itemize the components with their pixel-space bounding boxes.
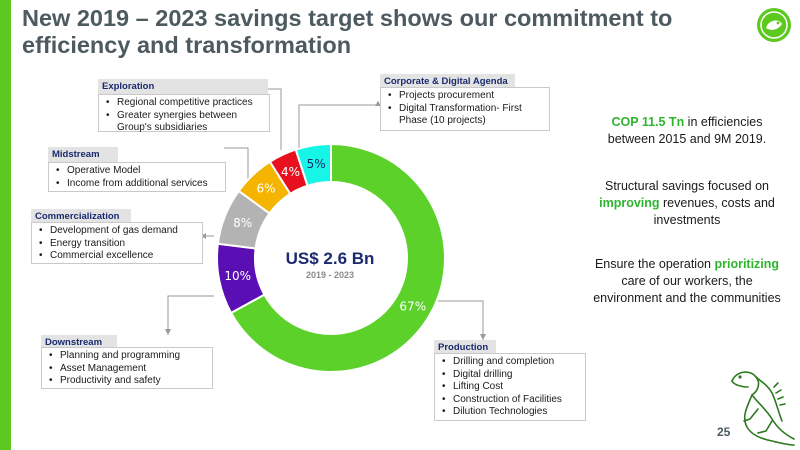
- page-title: New 2019 – 2023 savings target shows our…: [22, 5, 673, 58]
- list-item: Drilling and completion: [442, 356, 579, 369]
- corporate-tag: Corporate & Digital Agenda: [380, 74, 515, 89]
- list-item: Regional competitive practices: [106, 97, 263, 110]
- connector-exploration: [268, 88, 282, 150]
- downstream-tag: Downstream: [41, 335, 117, 350]
- list-item: Asset Management: [49, 363, 206, 376]
- data-label-production: 67%: [399, 299, 426, 313]
- savings-text: Structural savings focused on improving …: [592, 178, 782, 229]
- list-item: Projects procurement: [388, 90, 543, 103]
- list-item: Lifting Cost: [442, 381, 579, 394]
- production-tag: Production: [434, 340, 496, 355]
- list-item: Dilution Technologies: [442, 406, 579, 419]
- data-label-exploration: 4%: [281, 165, 300, 179]
- iguana-logo-icon: [757, 8, 791, 42]
- list-item: Digital drilling: [442, 369, 579, 382]
- data-label-corporate-digital-agenda: 5%: [307, 157, 326, 171]
- efficiency-highlight: COP 11.5 Tn: [611, 115, 685, 129]
- page-number: 25: [717, 425, 731, 439]
- operation-text: Ensure the operation prioritizing care o…: [592, 256, 782, 307]
- list-item: Productivity and safety: [49, 375, 206, 388]
- efficiency-text: COP 11.5 Tn in efficiencies between 2015…: [592, 114, 782, 148]
- downstream-box: Planning and programming Asset Managemen…: [41, 347, 213, 389]
- accent-bar: [0, 0, 11, 450]
- donut-slice-production: [229, 142, 446, 373]
- data-label-commercialization: 8%: [233, 216, 252, 230]
- list-item: Construction of Facilities: [442, 394, 579, 407]
- savings-text-post: revenues, costs and investments: [653, 196, 775, 227]
- midstream-tag: Midstream: [48, 147, 118, 162]
- improving-highlight: improving: [599, 196, 660, 210]
- corporate-box: Projects procurement Digital Transformat…: [380, 87, 550, 131]
- connector-midstream: [224, 147, 249, 180]
- data-label-downstream: 10%: [224, 269, 251, 283]
- operation-text-pre: Ensure the operation: [594, 257, 715, 271]
- iguana-icon: [731, 371, 795, 446]
- operation-text-post: care of our workers, the environment and…: [593, 274, 781, 305]
- donut-slice-corporate-digital-agenda: [294, 142, 332, 187]
- midstream-box: Operative Model Income from additional s…: [48, 162, 226, 192]
- list-item: Energy transition: [39, 238, 196, 251]
- savings-text-pre: Structural savings focused on: [605, 179, 769, 193]
- list-item: Commercial excellence: [39, 250, 196, 263]
- commercialization-box: Development of gas demand Energy transit…: [31, 222, 203, 264]
- list-item: Greater synergies between Group's subsid…: [106, 110, 263, 135]
- exploration-box: Regional competitive practices Greater s…: [98, 94, 270, 135]
- exploration-tag: Exploration: [98, 79, 268, 94]
- prioritizing-highlight: prioritizing: [714, 257, 780, 271]
- data-label-midstream: 6%: [256, 182, 275, 196]
- list-item: Planning and programming: [49, 350, 206, 363]
- chart-center-title: US$ 2.6 Bn: [285, 249, 375, 268]
- production-box: Drilling and completion Digital drilling…: [434, 353, 586, 421]
- list-item: Income from additional services: [56, 178, 219, 191]
- commercialization-tag: Commercialization: [31, 209, 131, 224]
- connector-downstream: [167, 295, 214, 335]
- connector-production: [434, 300, 484, 340]
- chart-center-subtitle: 2019 - 2023: [305, 270, 355, 280]
- list-item: Development of gas demand: [39, 225, 196, 238]
- efficiency-rest: in efficiencies between 2015 and 9M 2019…: [607, 115, 767, 146]
- list-item: Digital Transformation- First Phase (10 …: [388, 103, 543, 128]
- list-item: Operative Model: [56, 165, 219, 178]
